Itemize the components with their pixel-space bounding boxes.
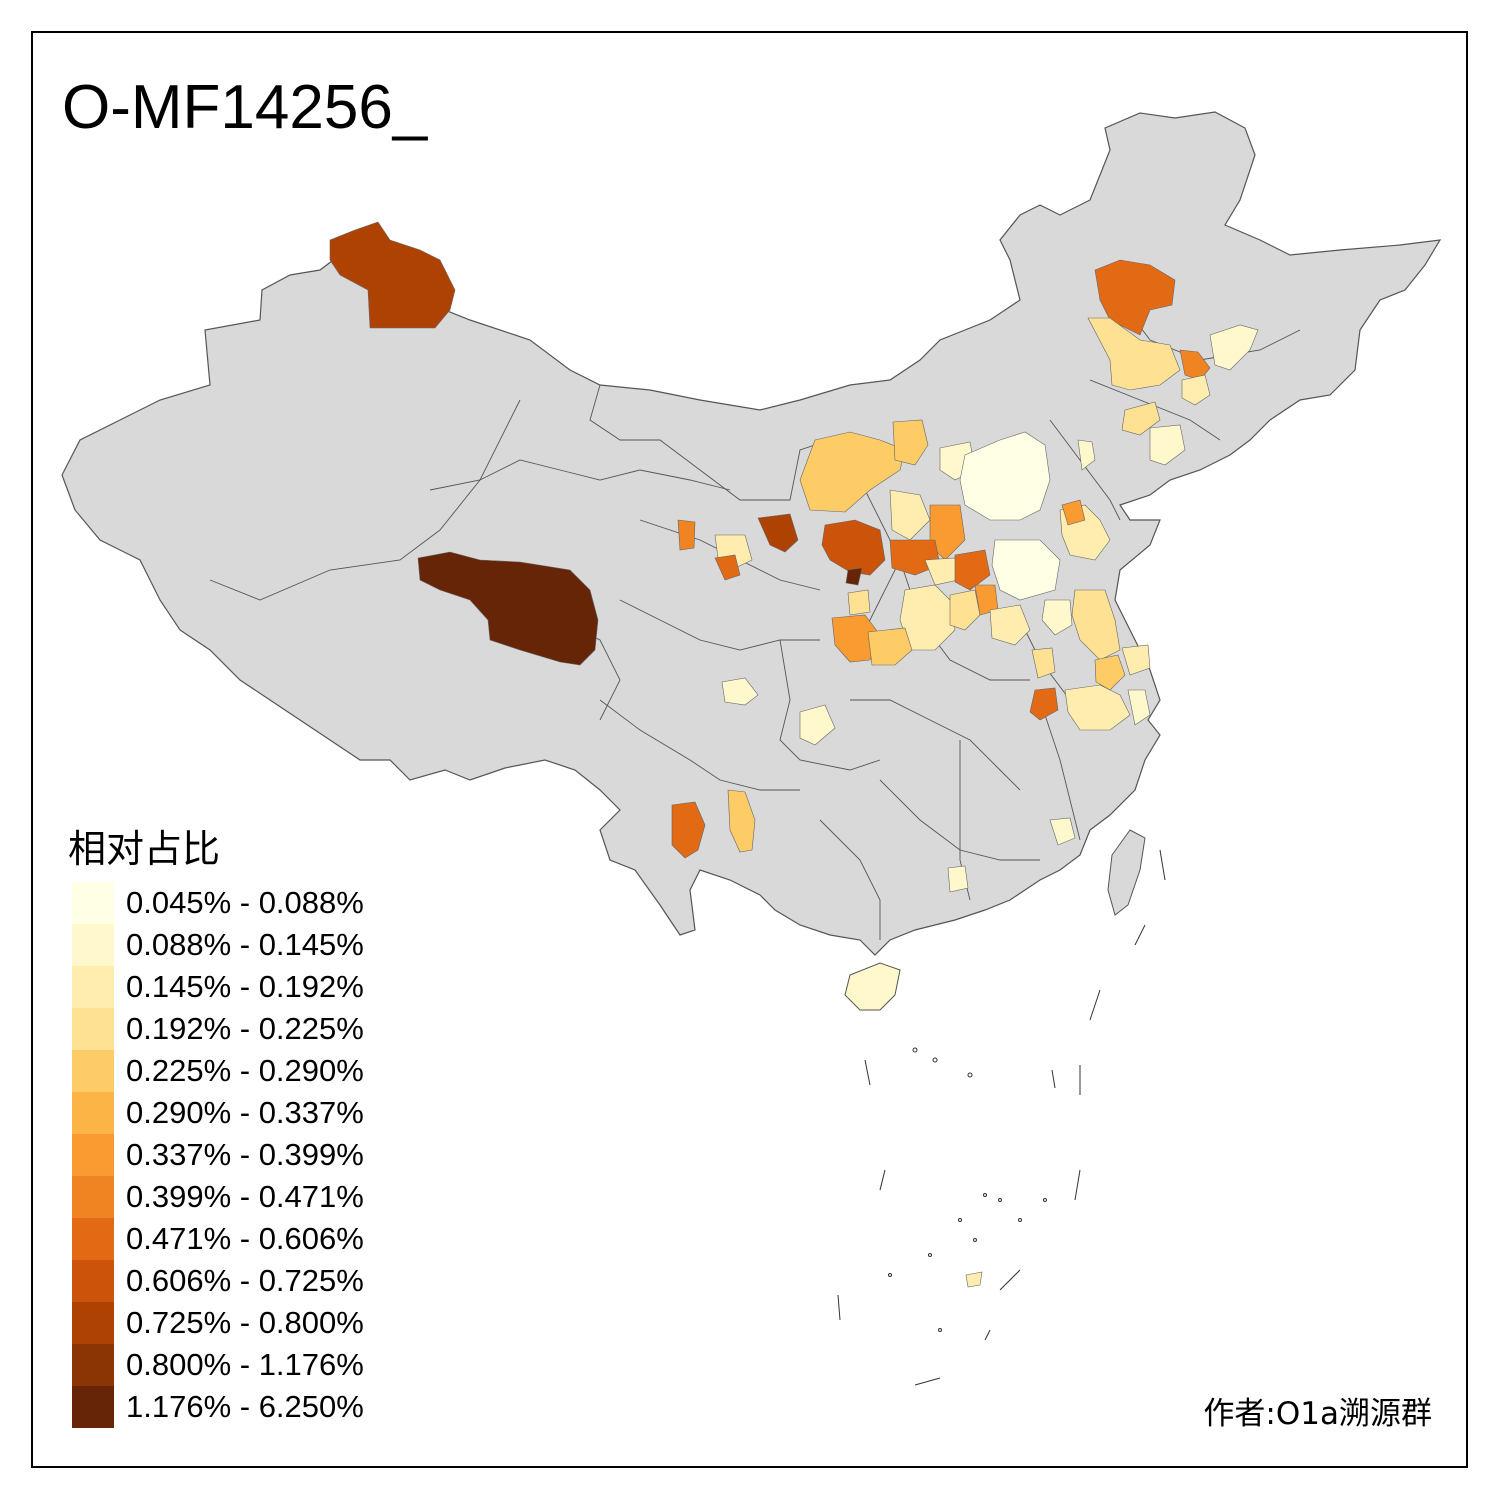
legend-label: 1.176% - 6.250% (126, 1389, 364, 1424)
legend-swatch (72, 1302, 114, 1344)
legend-swatch (72, 882, 114, 924)
taiwan-island (1107, 829, 1146, 916)
legend-swatch (72, 924, 114, 966)
legend-swatch (72, 966, 114, 1008)
legend-swatch (72, 1134, 114, 1176)
legend-swatch (72, 1218, 114, 1260)
author-credit: 作者:O1a溯源群 (1203, 1396, 1432, 1432)
legend-swatch (72, 1176, 114, 1218)
highlighted-regions (329, 221, 1259, 1288)
legend-label: 0.606% - 0.725% (126, 1263, 364, 1298)
legend-swatch (72, 1344, 114, 1386)
legend-swatch (72, 1050, 114, 1092)
legend-label: 0.088% - 0.145% (126, 927, 364, 962)
legend-title: 相对占比 (68, 827, 221, 871)
legend-label: 0.045% - 0.088% (126, 885, 364, 920)
map-title: O-MF14256_ (62, 73, 428, 142)
hainan-island (844, 962, 901, 1011)
legend-label: 0.290% - 0.337% (126, 1095, 364, 1130)
legend-label: 0.145% - 0.192% (126, 969, 364, 1004)
legend-swatch (72, 1260, 114, 1302)
legend-label: 0.800% - 1.176% (126, 1347, 364, 1382)
legend-label: 0.725% - 0.800% (126, 1305, 364, 1340)
legend-swatch (72, 1008, 114, 1050)
legend-label: 0.399% - 0.471% (126, 1179, 364, 1214)
legend-swatch (72, 1092, 114, 1134)
south-china-sea-marks (837, 849, 1166, 1386)
legend-label: 0.192% - 0.225% (126, 1011, 364, 1046)
legend-label: 0.337% - 0.399% (126, 1137, 364, 1172)
legend-label: 0.471% - 0.606% (126, 1221, 364, 1256)
legend-label: 0.225% - 0.290% (126, 1053, 364, 1088)
legend-swatch (72, 1386, 114, 1428)
